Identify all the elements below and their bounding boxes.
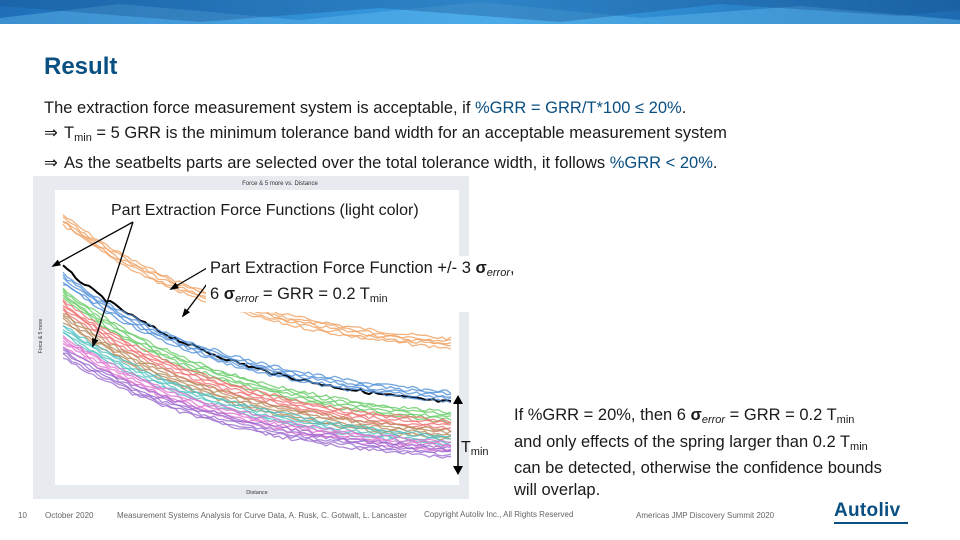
series-line bbox=[62, 352, 452, 454]
body-text: The extraction force measurement system … bbox=[44, 96, 727, 176]
series-line bbox=[62, 325, 452, 438]
min-subscript: min bbox=[836, 414, 855, 426]
tmin-arrow bbox=[453, 395, 463, 475]
tmin-sub: min bbox=[470, 446, 489, 458]
series-line bbox=[62, 349, 452, 453]
series-line bbox=[62, 324, 451, 440]
min-subscript: min bbox=[369, 293, 388, 305]
tmin-label: Tmin bbox=[461, 439, 489, 458]
series-line bbox=[62, 298, 452, 424]
explanation-line3: can be detected, otherwise the confidenc… bbox=[514, 459, 882, 477]
pointer-arrowhead bbox=[51, 259, 61, 267]
error-subscript: error bbox=[235, 293, 259, 305]
tmin-t: T bbox=[461, 439, 471, 456]
six-text: 6 bbox=[210, 285, 224, 303]
line1-suffix: . bbox=[681, 99, 687, 117]
pointer-arrow bbox=[92, 221, 134, 347]
sigma-symbol: σ bbox=[223, 285, 236, 303]
pointer-arrowhead bbox=[169, 282, 179, 290]
footer-event: Americas JMP Discovery Summit 2020 bbox=[636, 511, 775, 520]
function-bound-label: Part Extraction Force Function +/- 3 σer… bbox=[206, 256, 519, 312]
footer-paper-title: Measurement Systems Analysis for Curve D… bbox=[117, 511, 407, 520]
implies-icon: ⇒ bbox=[44, 154, 58, 172]
series-line bbox=[62, 271, 452, 395]
grr-explanation: If %GRR = 20%, then 6 σerror = GRR = 0.2… bbox=[514, 405, 882, 501]
series-line bbox=[62, 277, 452, 398]
bound-text: Part Extraction Force Function +/- 3 bbox=[210, 259, 476, 277]
series-line bbox=[62, 304, 452, 426]
error-subscript: error bbox=[701, 414, 726, 426]
explanation-line4: will overlap. bbox=[514, 480, 601, 499]
grr-eq-text: = GRR = 0.2 T bbox=[258, 285, 370, 303]
series-line bbox=[62, 313, 452, 433]
series-line bbox=[62, 316, 452, 436]
series-line bbox=[62, 221, 452, 347]
body-line-1: The extraction force measurement system … bbox=[44, 96, 727, 121]
slide-title: Result bbox=[44, 53, 118, 80]
pointer-arrowhead bbox=[92, 338, 99, 348]
series-line bbox=[62, 340, 452, 448]
series-line bbox=[62, 220, 452, 345]
pointer-arrow bbox=[52, 221, 134, 267]
sigma-symbol: σ bbox=[475, 259, 487, 277]
explanation-line2: and only effects of the spring larger th… bbox=[514, 432, 851, 451]
grr-result: %GRR < 20% bbox=[609, 154, 713, 172]
autoliv-logo: Autoliv bbox=[834, 500, 901, 521]
series-line bbox=[62, 347, 452, 450]
min-subscript: min bbox=[850, 440, 868, 453]
footer-date: October 2020 bbox=[45, 511, 94, 520]
series-line bbox=[62, 332, 452, 445]
footer-copyright: Copyright Autoliv Inc., All Rights Reser… bbox=[424, 510, 574, 519]
line3-suffix: . bbox=[712, 154, 718, 172]
series-line bbox=[62, 291, 452, 418]
tmin-symbol: T bbox=[64, 124, 75, 142]
series-line bbox=[62, 223, 452, 350]
top-banner-graphic bbox=[0, 0, 960, 24]
page-number: 10 bbox=[18, 511, 27, 520]
series-line bbox=[62, 314, 452, 435]
chart-svg: Force & 5 more vs. Distance Distance For… bbox=[38, 181, 459, 496]
series-line bbox=[62, 294, 452, 421]
series-line bbox=[62, 284, 452, 404]
sigma-symbol: σ bbox=[690, 406, 702, 424]
top-banner bbox=[0, 0, 960, 24]
grr-condition: %GRR = GRR/T*100 ≤ 20% bbox=[475, 99, 682, 117]
body-line-2: ⇒ Tmin = 5 GRR is the minimum tolerance b… bbox=[44, 121, 727, 151]
implies-icon: ⇒ bbox=[44, 124, 58, 142]
series-line bbox=[62, 281, 452, 401]
pointer-arrowhead bbox=[181, 308, 190, 318]
chart-xlabel: Distance bbox=[246, 490, 267, 496]
chart-ylabel: Force & 5 more bbox=[38, 319, 44, 354]
series-line bbox=[62, 357, 452, 459]
chart-title: Force & 5 more vs. Distance bbox=[242, 181, 318, 187]
body-line-3: ⇒ As the seatbelts parts are selected ove… bbox=[44, 151, 727, 176]
logo-underline bbox=[834, 522, 908, 524]
part-functions-label: Part Extraction Force Functions (light c… bbox=[111, 202, 419, 219]
line2-text: = 5 GRR is the minimum tolerance band wi… bbox=[91, 124, 727, 142]
series-line bbox=[62, 288, 452, 416]
bound-comma: , bbox=[510, 259, 515, 277]
explanation-eq: = GRR = 0.2 T bbox=[725, 406, 837, 424]
error-subscript: error bbox=[486, 267, 511, 279]
series-line bbox=[62, 335, 452, 444]
line1-text: The extraction force measurement system … bbox=[44, 99, 476, 117]
tmin-subscript: min bbox=[74, 132, 92, 144]
explanation-line1: If %GRR = 20%, then 6 bbox=[514, 406, 691, 424]
line3-text: As the seatbelts parts are selected over… bbox=[64, 154, 610, 172]
curve-chart: Force & 5 more vs. Distance Distance For… bbox=[33, 176, 469, 499]
